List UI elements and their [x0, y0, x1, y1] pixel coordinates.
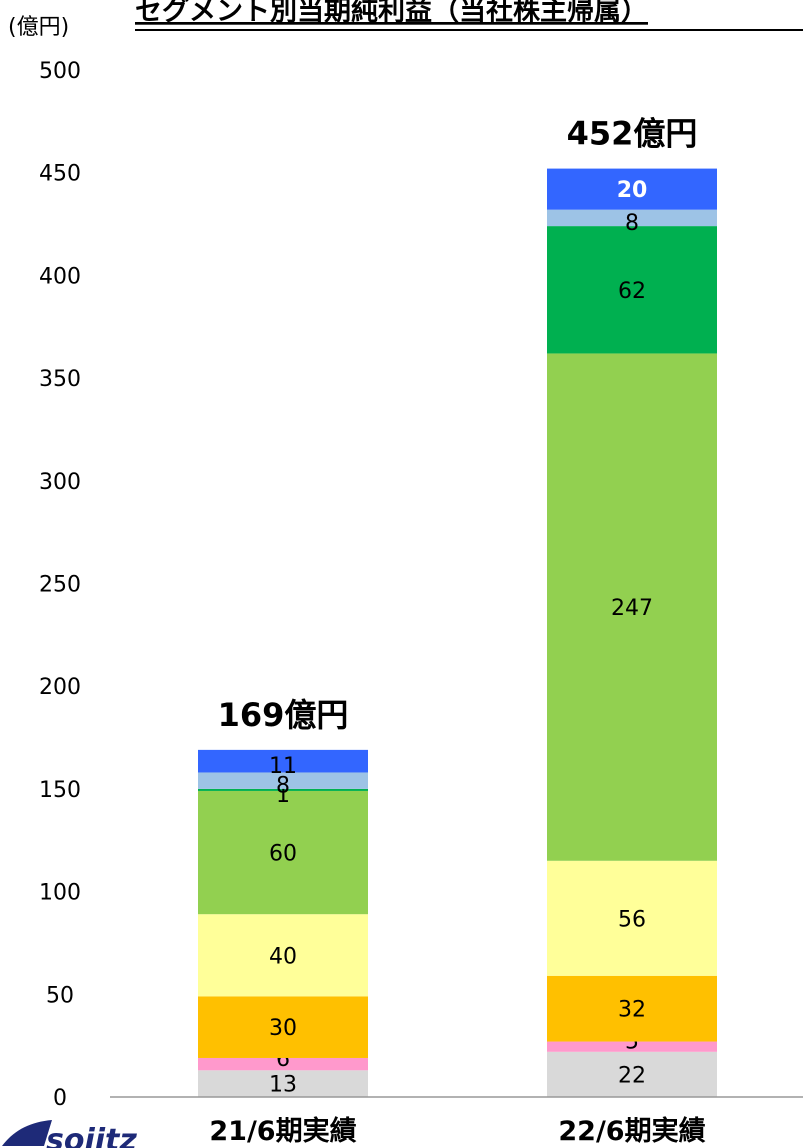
- y-tick-label: 200: [39, 675, 81, 700]
- logo-text: sojitz: [46, 1123, 137, 1148]
- bar-segment: [547, 226, 717, 354]
- data-label: 32: [618, 998, 646, 1023]
- data-label: 22: [618, 1063, 646, 1088]
- logo-swoosh-icon: [2, 1120, 52, 1146]
- y-axis-unit-label: (億円): [8, 15, 69, 40]
- y-tick-label: 350: [39, 367, 81, 392]
- y-tick-label: 450: [39, 162, 81, 187]
- bar-segment: [198, 749, 368, 773]
- data-label: 13: [269, 1073, 297, 1098]
- y-tick-label: 50: [46, 983, 74, 1008]
- bar-segment: [198, 1070, 368, 1097]
- y-tick-label: 250: [39, 573, 81, 598]
- bar-segment: [547, 168, 717, 210]
- bar-segment: [198, 996, 368, 1058]
- bar-segment: [198, 788, 368, 791]
- data-label: 30: [269, 1016, 297, 1041]
- bar-segment: [198, 772, 368, 789]
- data-label: 8: [625, 211, 639, 236]
- bar-segment: [547, 353, 717, 861]
- x-axis: 21/6期実績 22/6期実績: [209, 1115, 705, 1147]
- data-label: 40: [269, 944, 297, 969]
- bar-segment: [198, 914, 368, 997]
- bar-segment: [547, 209, 717, 227]
- data-label: 62: [618, 279, 646, 304]
- y-axis: 0 50 100 150 200 250 300 350 400 450 500: [39, 59, 81, 1111]
- total-label: 169億円: [218, 696, 349, 734]
- y-tick-label: 400: [39, 264, 81, 289]
- x-tick-label: 22/6期実績: [558, 1115, 705, 1147]
- y-tick-label: 300: [39, 470, 81, 495]
- data-label: 247: [611, 596, 653, 621]
- total-label: 452億円: [567, 115, 698, 153]
- bar-segment: [547, 975, 717, 1042]
- bar-segment: [198, 790, 368, 915]
- y-tick-label: 150: [39, 778, 81, 803]
- data-label: 11: [269, 754, 297, 779]
- data-label: 60: [269, 842, 297, 867]
- data-label: 56: [618, 907, 646, 932]
- bar-segment: [547, 860, 717, 976]
- bar-segment: [547, 1041, 717, 1052]
- logo: sojitz: [2, 1120, 137, 1148]
- y-tick-label: 0: [53, 1086, 67, 1111]
- x-tick-label: 21/6期実績: [209, 1115, 356, 1147]
- y-tick-label: 500: [39, 59, 81, 84]
- data-label: 20: [617, 178, 648, 203]
- chart-title: セグメント別当期純利益（当社株主帰属）: [135, 0, 648, 27]
- bar-segment: [547, 1051, 717, 1097]
- bar-segment: [198, 1057, 368, 1071]
- y-tick-label: 100: [39, 881, 81, 906]
- data-label: 8: [276, 774, 290, 799]
- data-label: 1: [276, 783, 290, 808]
